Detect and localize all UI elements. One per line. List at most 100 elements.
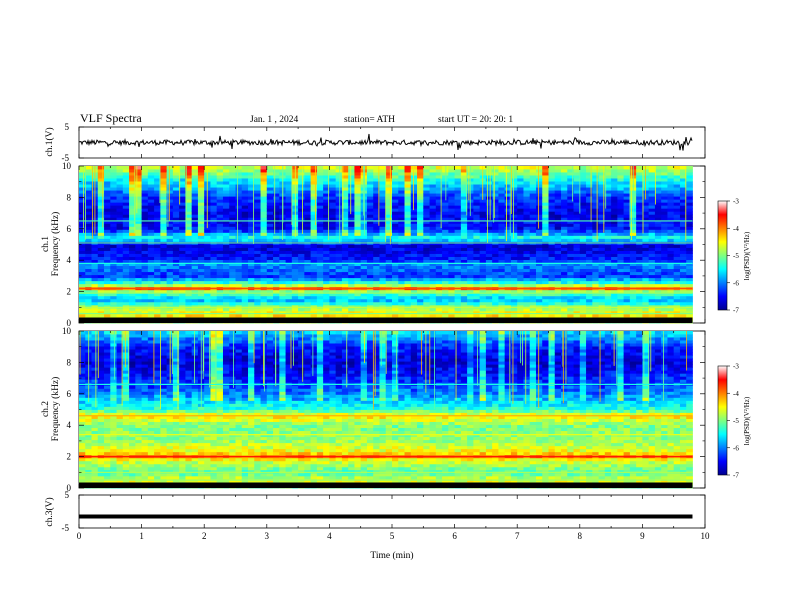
spectrogram-cell	[316, 304, 324, 309]
spectrogram-cell	[429, 280, 437, 285]
spectrogram-cell	[579, 253, 587, 257]
spectrogram-cell	[298, 166, 305, 170]
spectrogram-cell	[110, 220, 117, 224]
spectrogram-cell	[154, 178, 161, 182]
spectrogram-cell	[629, 262, 637, 267]
spectrogram-cell	[154, 310, 161, 315]
spectrogram-cell	[191, 265, 199, 270]
spectrogram-cell	[104, 205, 111, 209]
spectrogram-cell	[523, 307, 531, 312]
spectrogram-cell	[554, 298, 562, 303]
spectrogram-cell	[642, 235, 650, 239]
spectrogram-cell	[216, 298, 224, 303]
spectrogram-cell	[423, 295, 430, 300]
spectrogram-cell	[667, 268, 675, 273]
spectrogram-cell	[654, 226, 662, 230]
spectrogram-cell	[160, 262, 168, 267]
spectrogram-cell	[360, 238, 368, 242]
spectrogram-cell	[373, 244, 380, 248]
spectrogram-cell	[366, 289, 374, 294]
spectrogram-cell	[454, 301, 462, 306]
spectrogram-cell	[385, 169, 393, 173]
spectrogram-cell	[642, 304, 650, 309]
spectrogram-cell	[229, 292, 236, 297]
spectrogram-cell	[254, 214, 261, 218]
spectrogram-cell	[141, 244, 149, 248]
spectrogram-cell	[498, 280, 506, 285]
spectrogram-cell	[592, 211, 599, 215]
spectrogram-cell	[623, 298, 631, 303]
spectrogram-cell	[517, 178, 524, 182]
spectrogram-cell	[104, 289, 111, 294]
spectrogram-cell	[498, 202, 506, 206]
spectrogram-cell	[467, 298, 474, 303]
spectrogram-cell	[197, 280, 205, 285]
spectrogram-cell	[667, 301, 675, 306]
spectrogram-cell	[460, 259, 468, 264]
spectrogram-cell	[122, 277, 130, 282]
spectrogram-cell	[172, 301, 180, 306]
spectrogram-cell	[592, 226, 599, 230]
spectrogram-cell	[260, 262, 268, 267]
spectrogram-cell	[210, 232, 218, 236]
spectrogram-cell	[122, 226, 130, 230]
spectrogram-cell	[473, 307, 481, 312]
spectrogram-cell	[667, 169, 675, 173]
spectrogram-cell	[329, 172, 337, 176]
spectrogram-cell	[561, 310, 568, 315]
spectrogram-cell	[273, 274, 280, 279]
spectrogram-cell	[323, 169, 330, 173]
spectrogram-cell	[454, 274, 462, 279]
spectrogram-cell	[348, 226, 355, 230]
spectrogram-cell	[147, 196, 155, 200]
spectrogram-cell	[366, 208, 374, 212]
spectrogram-cell	[598, 301, 606, 306]
spectrogram-cell	[79, 265, 86, 270]
spectrogram-cell	[617, 235, 625, 239]
spectrogram-cell	[241, 217, 249, 221]
spectrogram-cell	[623, 313, 631, 318]
spectrogram-cell	[567, 265, 574, 270]
spectrogram-cell	[379, 310, 387, 315]
spectrogram-cell	[454, 169, 462, 173]
spectrogram-cell	[385, 181, 393, 185]
spectrogram-cell	[241, 166, 249, 170]
spectrogram-cell	[636, 238, 643, 242]
spectrogram-cell	[598, 247, 606, 251]
spectrogram-cell	[341, 283, 349, 288]
spectrogram-cell	[592, 217, 599, 221]
spectrogram-cell	[335, 307, 343, 312]
spectrogram-cell	[385, 226, 393, 230]
spectrogram-cell	[91, 256, 99, 260]
spectrogram-cell	[529, 307, 537, 312]
spectrogram-cell	[648, 301, 656, 306]
spectrogram-cell	[335, 292, 343, 297]
spectrogram-cell	[661, 301, 668, 306]
spectrogram-cell	[185, 280, 193, 285]
spectrogram-cell	[648, 229, 656, 233]
spectrogram-cell	[542, 268, 549, 273]
spectrogram-cell	[185, 298, 193, 303]
spectrogram-cell	[454, 226, 462, 230]
spectrogram-cell	[197, 265, 205, 270]
spectrogram-cell	[392, 271, 399, 276]
spectrogram-cell	[523, 193, 531, 197]
spectrogram-cell	[172, 208, 180, 212]
spectrogram-cell	[348, 298, 355, 303]
spectrogram-cell	[185, 265, 193, 270]
spectrogram-cell	[185, 268, 193, 273]
spectrogram-cell	[604, 181, 612, 185]
spectrogram-cell	[392, 238, 399, 242]
spectrogram-cell	[654, 253, 662, 257]
spectrogram-cell	[454, 193, 462, 197]
spectrogram-cell	[285, 295, 293, 300]
spectrogram-cell	[97, 178, 105, 182]
spectrogram-cell	[166, 187, 174, 191]
spectrogram-cell	[611, 301, 618, 306]
spectrogram-cell	[592, 220, 599, 224]
spectrogram-cell	[604, 193, 612, 197]
spectrogram-cell	[579, 184, 587, 188]
spectrogram-cell	[442, 184, 449, 188]
spectrogram-cell	[116, 265, 124, 270]
